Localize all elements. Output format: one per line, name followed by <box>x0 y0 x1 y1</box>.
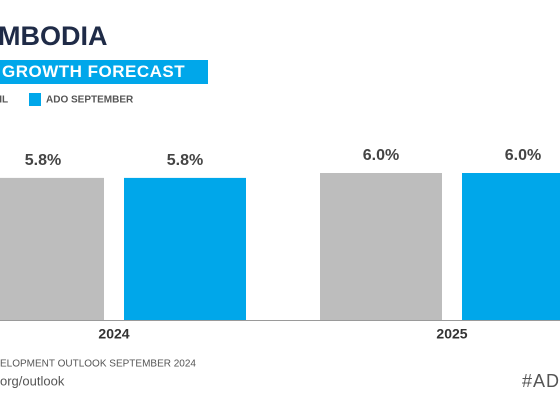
legend-label: RIL <box>0 95 8 106</box>
x-tick-label: 2024 <box>98 326 129 342</box>
source-url: org/outlook <box>0 373 65 388</box>
source-note: ELOPMENT OUTLOOK SEPTEMBER 2024 <box>0 359 196 370</box>
bar <box>462 173 560 320</box>
value-label: 6.0% <box>363 147 399 164</box>
bar <box>0 177 104 320</box>
value-label: 5.8% <box>167 152 203 169</box>
value-label: 5.8% <box>25 152 61 169</box>
value-label: 6.0% <box>505 147 541 164</box>
legend-label: ADO SEPTEMBER <box>46 95 134 106</box>
chart-title: MBODIA <box>0 21 108 51</box>
x-tick-label: 2025 <box>436 326 467 342</box>
bar <box>124 177 246 320</box>
legend-swatch <box>29 93 41 106</box>
hashtag: #AD <box>522 371 560 391</box>
bar <box>320 173 442 320</box>
chart-subtitle: GROWTH FORECAST <box>2 62 185 81</box>
subtitle-banner <box>0 60 208 84</box>
